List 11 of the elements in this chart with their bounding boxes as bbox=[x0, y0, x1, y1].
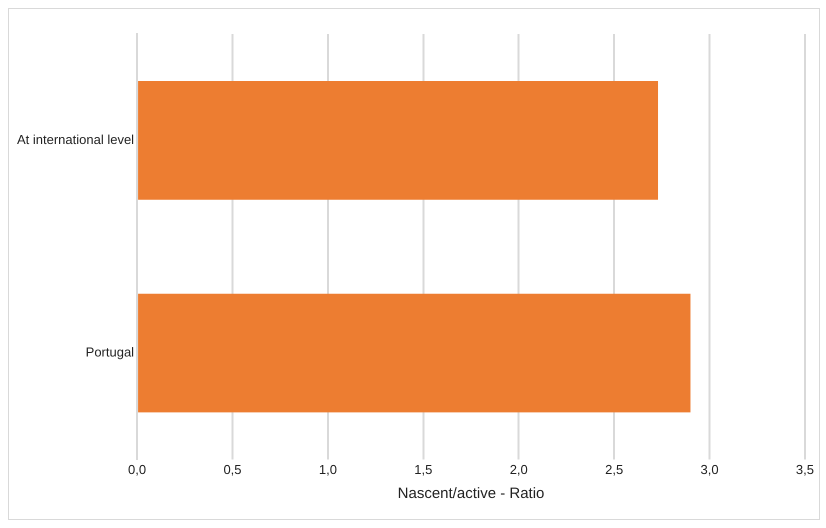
x-axis-title: Nascent/active - Ratio bbox=[398, 485, 544, 502]
x-tick-label: 0,0 bbox=[128, 462, 146, 477]
y-tick-label: Portugal bbox=[86, 344, 134, 360]
x-tick-label: 3,0 bbox=[700, 462, 719, 477]
x-tick-label: 0,5 bbox=[223, 462, 242, 477]
x-tick-label: 1,0 bbox=[318, 462, 337, 477]
x-tick-label: 2,0 bbox=[510, 462, 528, 477]
x-tick-label: 2,5 bbox=[605, 462, 624, 477]
x-tick-label: 1,5 bbox=[414, 462, 432, 477]
x-tick-label: 3,5 bbox=[796, 462, 814, 477]
y-tick-label: At international level bbox=[16, 132, 134, 147]
